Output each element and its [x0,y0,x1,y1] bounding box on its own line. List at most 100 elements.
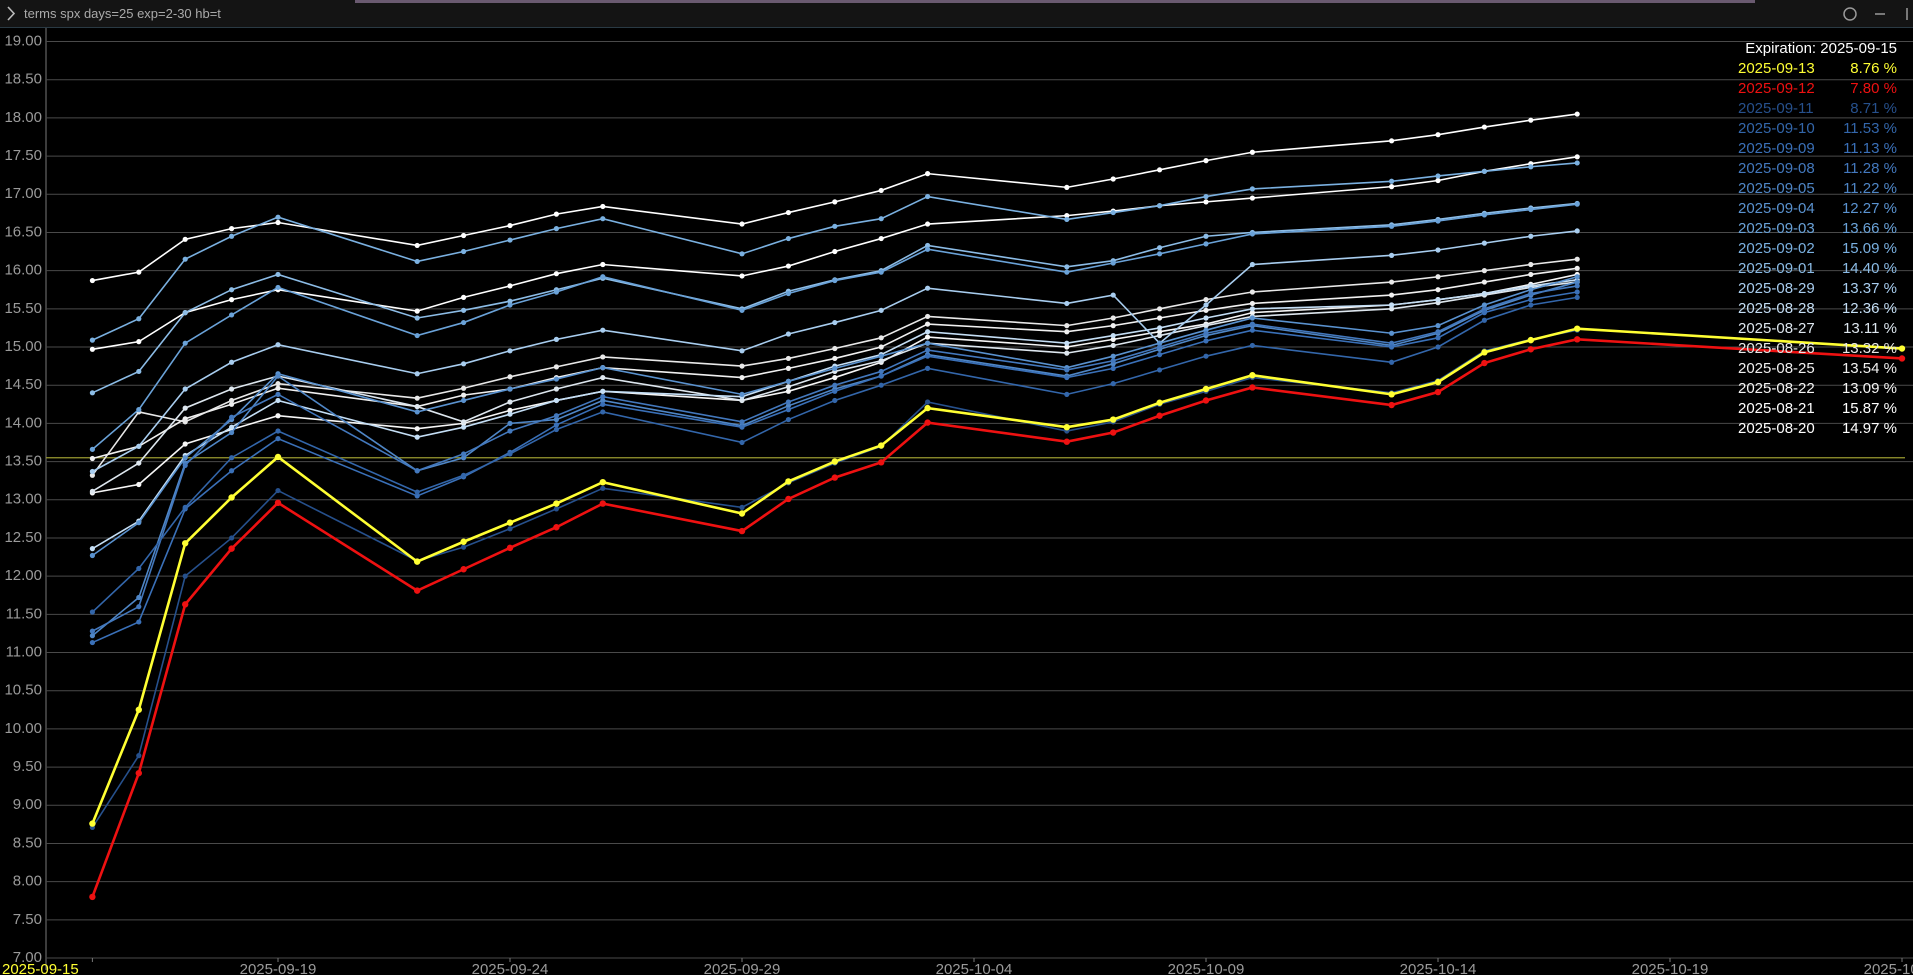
data-point [1157,315,1163,321]
command-text[interactable]: terms spx days=25 exp=2-30 hb=t [24,6,221,21]
data-point [1435,218,1441,224]
data-point [553,364,560,370]
data-point [1110,260,1116,266]
y-tick-label: 14.00 [4,414,42,431]
data-point [414,242,420,249]
legend-label: 2025-08-25 [1738,360,1815,377]
data-point [1528,271,1534,278]
data-point [1110,332,1116,339]
data-point [1157,245,1163,251]
y-tick-label: 11.50 [6,605,42,622]
data-point [89,546,95,552]
data-point [136,269,142,275]
series [89,201,1580,452]
data-point [229,401,235,407]
data-point [739,251,745,257]
data-point [89,390,95,396]
data-point [1528,233,1534,239]
data-point [878,382,884,388]
prompt-icon[interactable] [4,0,20,27]
data-point [1249,195,1255,201]
data-point [182,573,188,579]
x-tick-label: 2025-10-19 [1632,961,1709,975]
data-point [229,386,235,392]
legend-label: 2025-09-13 [1738,60,1815,77]
data-point [1435,173,1441,179]
data-point [785,331,792,337]
data-point [136,565,142,572]
data-point [1389,330,1395,336]
data-point [136,619,142,625]
data-point [1203,323,1209,329]
data-point [785,290,792,297]
data-point [414,493,420,499]
data-point [89,337,95,343]
data-point [1203,199,1209,205]
data-point [460,566,467,573]
data-point [878,373,884,379]
data-point [414,403,420,410]
data-point [878,344,884,350]
data-point [785,399,792,405]
legend-label: 2025-08-28 [1738,300,1815,317]
data-point [461,544,467,550]
legend-label: 2025-09-01 [1738,260,1815,277]
data-point [925,221,931,227]
data-point [1481,240,1487,246]
legend-label: 2025-08-27 [1738,320,1815,337]
data-point [135,769,142,777]
data-point [785,478,792,485]
data-point [600,261,606,268]
window-controls[interactable] [1823,0,1913,27]
data-point [229,226,235,232]
data-point [414,308,420,314]
data-point [553,289,560,295]
data-point [275,342,281,348]
data-point [1157,367,1163,373]
data-point [1203,330,1209,336]
data-point [461,307,467,313]
data-point [461,385,467,391]
data-point [1157,306,1163,312]
data-point [1157,329,1163,335]
data-point [1249,310,1255,316]
data-point [1528,206,1534,213]
data-point [925,334,931,340]
data-point [89,346,95,352]
data-point [136,481,142,488]
y-tick-label: 7.00 [13,949,42,966]
data-point [461,294,467,300]
legend-value: 13.11 % [1843,320,1897,337]
x-tick-label: 2025-09-24 [472,961,549,975]
data-point [507,374,513,380]
y-tick-label: 15.00 [4,338,42,355]
y-tick-label: 18.50 [4,71,42,88]
data-point [1249,231,1255,237]
data-point [878,335,884,341]
legend-value: 12.36 % [1842,300,1897,317]
legend-label: 2025-08-21 [1738,400,1815,417]
data-point [461,419,467,425]
series [89,111,1580,284]
data-point [506,519,514,526]
data-point [461,451,467,457]
data-point [1435,274,1441,280]
data-point [136,407,142,413]
data-point [832,345,838,352]
data-point [229,468,235,474]
data-point [414,395,420,401]
y-tick-label: 14.50 [4,376,42,393]
data-point [1528,261,1534,268]
data-point [878,358,884,364]
data-point [1064,300,1070,307]
data-point [600,274,606,280]
data-point [785,416,792,423]
data-point [461,424,467,430]
data-point [553,376,560,382]
data-point [461,455,467,461]
data-point [600,397,606,404]
data-point [1110,292,1116,298]
data-point [925,171,931,177]
data-point [925,353,931,359]
data-point [738,510,746,517]
